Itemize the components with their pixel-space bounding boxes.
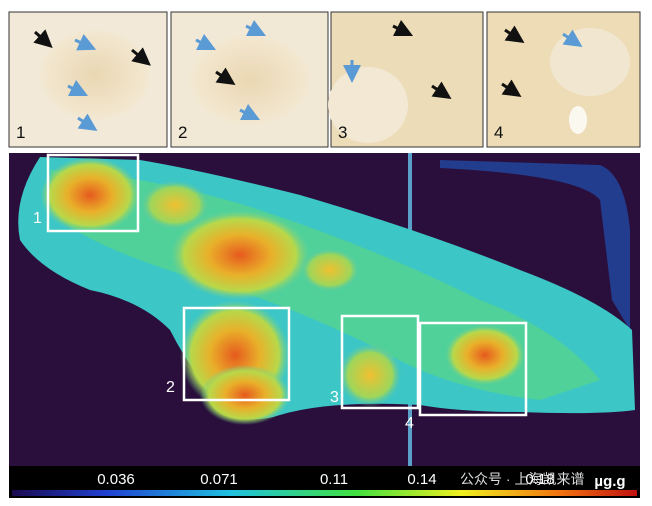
panel-label: 3 bbox=[338, 123, 347, 142]
panel-label: 1 bbox=[16, 123, 25, 142]
colorbar-tick: 0.036 bbox=[97, 471, 135, 488]
colorbar-tick: 0.18 bbox=[525, 471, 554, 488]
box-label: 2 bbox=[166, 379, 175, 396]
heat-map: 1 2 3 4 bbox=[9, 153, 640, 498]
box-label: 4 bbox=[405, 415, 414, 432]
box-label: 3 bbox=[330, 389, 339, 406]
colorbar: 0.036 0.071 0.11 0.14 0.18 µg.g 公众号 · 上海… bbox=[9, 466, 640, 498]
histology-panels: 1 2 3 4 bbox=[8, 11, 641, 148]
roi-box bbox=[46, 153, 140, 233]
panel: 2 bbox=[170, 11, 329, 148]
watermark: 公众号 · 上海凯来谱 bbox=[460, 471, 584, 487]
color-scale bbox=[12, 490, 637, 496]
panel: 3 bbox=[328, 11, 484, 148]
panel-label: 2 bbox=[178, 123, 187, 142]
panel-label: 4 bbox=[494, 123, 503, 142]
roi-box bbox=[182, 306, 291, 402]
panel: 4 bbox=[486, 11, 641, 148]
roi-box bbox=[340, 314, 420, 410]
colorbar-tick: 0.11 bbox=[320, 471, 348, 488]
box-label: 1 bbox=[33, 210, 42, 227]
panel: 1 bbox=[8, 11, 168, 148]
roi-box bbox=[418, 321, 528, 417]
colorbar-unit: µg.g bbox=[594, 473, 625, 490]
colorbar-tick: 0.14 bbox=[407, 471, 436, 488]
colorbar-tick: 0.071 bbox=[200, 471, 238, 488]
